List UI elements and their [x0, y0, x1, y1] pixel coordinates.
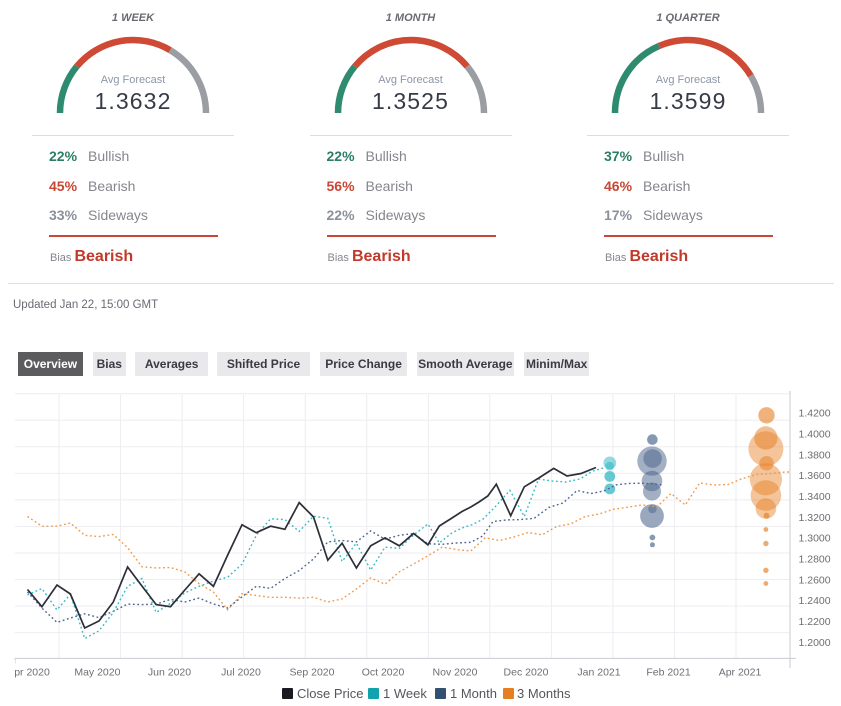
- svg-text:1.2800: 1.2800: [799, 554, 831, 566]
- svg-text:Jul 2020: Jul 2020: [221, 667, 261, 679]
- svg-text:1.3800: 1.3800: [799, 449, 831, 461]
- svg-text:Dec 2020: Dec 2020: [504, 667, 549, 679]
- svg-text:1.2200: 1.2200: [799, 616, 831, 628]
- svg-text:Sep 2020: Sep 2020: [290, 667, 335, 679]
- svg-text:1.4000: 1.4000: [799, 428, 831, 440]
- svg-text:Oct 2020: Oct 2020: [362, 667, 405, 679]
- svg-text:1.2000: 1.2000: [799, 637, 831, 649]
- svg-text:1.3600: 1.3600: [799, 470, 831, 482]
- svg-text:Jan 2021: Jan 2021: [577, 667, 620, 679]
- svg-text:Apr 2020: Apr 2020: [7, 667, 50, 679]
- svg-text:Feb 2021: Feb 2021: [646, 667, 691, 679]
- svg-text:1.4200: 1.4200: [799, 408, 831, 420]
- svg-text:Nov 2020: Nov 2020: [433, 667, 478, 679]
- svg-text:Apr 2021: Apr 2021: [719, 667, 762, 679]
- svg-text:1.2600: 1.2600: [799, 574, 831, 586]
- svg-text:1.3200: 1.3200: [799, 512, 831, 524]
- svg-text:1.3000: 1.3000: [799, 533, 831, 545]
- svg-text:May 2020: May 2020: [74, 667, 120, 679]
- svg-text:1.2400: 1.2400: [799, 595, 831, 607]
- svg-text:Jun 2020: Jun 2020: [148, 667, 191, 679]
- svg-text:1.3400: 1.3400: [799, 491, 831, 503]
